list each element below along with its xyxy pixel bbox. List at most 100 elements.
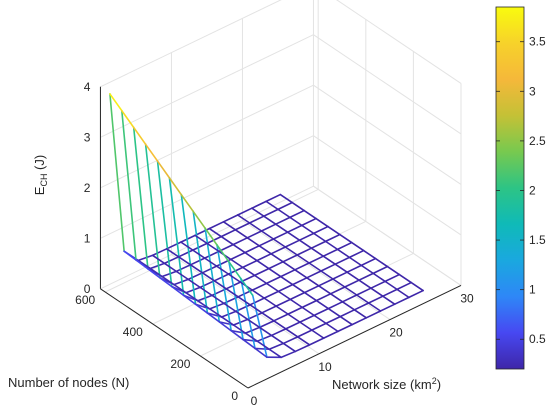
mesh-line [344,286,358,296]
mesh-line [291,201,305,212]
mesh-line [218,321,233,332]
mesh-line [279,193,294,204]
mesh-line [382,295,396,305]
mesh-line [270,334,285,345]
mesh-line [324,240,339,251]
mesh-line [168,177,185,297]
mesh-line [189,264,204,274]
x-axis-label: Network size (km2) [332,376,441,392]
x-tick-label: 0 [251,394,258,408]
mesh-line [280,350,297,359]
mesh-line [173,283,187,294]
mesh-line [213,280,228,290]
mesh-line [256,253,272,262]
mesh-line [177,256,192,266]
mesh-line [149,267,163,278]
mesh-line [203,250,220,259]
mesh-line [175,270,190,281]
z-tick-label: 3 [84,130,91,144]
mesh-line [284,328,299,338]
mesh-line [358,272,375,281]
mesh-line [408,289,424,299]
mesh-line [353,309,368,319]
mesh-line [230,329,244,341]
mesh-line [194,303,209,314]
mesh-line [228,260,244,341]
mesh-line [325,322,339,333]
mesh-line [163,256,180,265]
mesh-line [222,221,237,231]
mesh-line [246,318,261,329]
mesh-line [251,200,267,209]
mesh-line [362,249,377,260]
mesh-line [365,310,382,319]
mesh-line [236,214,251,224]
mesh-line [251,207,265,217]
mesh-line [274,216,291,225]
mesh-line [282,342,297,353]
mesh-line [294,262,310,271]
mesh-line [216,244,230,263]
mesh-line [258,326,273,337]
mesh-line [332,278,346,288]
colorbar-tick-label: 1.5 [529,233,546,247]
mesh-line [170,285,185,297]
mesh-line [192,210,206,230]
mesh-line [185,291,199,302]
x-tick-label: 30 [460,291,474,305]
mesh-line [384,273,401,283]
mesh-line [339,315,353,326]
mesh-line [310,247,325,257]
mesh-line [232,243,246,254]
z-tick-label: 2 [84,181,91,195]
mesh-line [320,270,334,280]
mesh-line [313,314,327,325]
mesh-line [322,248,339,257]
mesh-line [322,255,337,265]
mesh-line [334,263,348,273]
mesh-line [355,294,370,304]
mesh-line [121,109,135,129]
mesh-line [310,240,327,249]
mesh-line [192,242,208,251]
mesh-line [277,290,292,301]
mesh-line [121,109,137,261]
tick-labels: 0 1 2 3 4 0 10 20 30 0 200 400 600 [75,80,474,408]
mesh-line [156,160,173,288]
mesh-line [261,305,277,314]
mesh-line [109,93,125,252]
mesh-line [289,209,305,219]
mesh-line [301,299,318,309]
mesh-line [223,302,237,313]
mesh-line [336,241,353,251]
mesh-line [317,285,332,295]
mesh-line [311,322,327,331]
mesh-line [189,257,206,266]
mesh-line [286,224,303,233]
mesh-line [279,269,296,278]
mesh-line [327,307,342,318]
mesh-line [299,314,315,323]
mesh-line [248,215,265,224]
mesh-line [180,193,197,306]
mesh-line [173,278,190,286]
mesh-line [256,334,273,342]
mesh-line [339,233,353,244]
mesh-line [370,287,384,297]
mesh-line [199,280,216,289]
mesh-line [227,273,242,283]
mesh-line [346,271,360,281]
mesh-line [187,278,201,289]
mesh-line [282,261,296,271]
mesh-line [147,268,161,279]
mesh-line [275,298,292,307]
mesh-line [298,232,315,241]
z-tick-label: 4 [84,80,91,94]
mesh-line [263,208,279,217]
mesh-line [246,312,263,321]
mesh-line [218,321,235,326]
mesh-line [393,296,410,305]
mesh-line [312,232,327,243]
mesh-line [254,347,271,351]
